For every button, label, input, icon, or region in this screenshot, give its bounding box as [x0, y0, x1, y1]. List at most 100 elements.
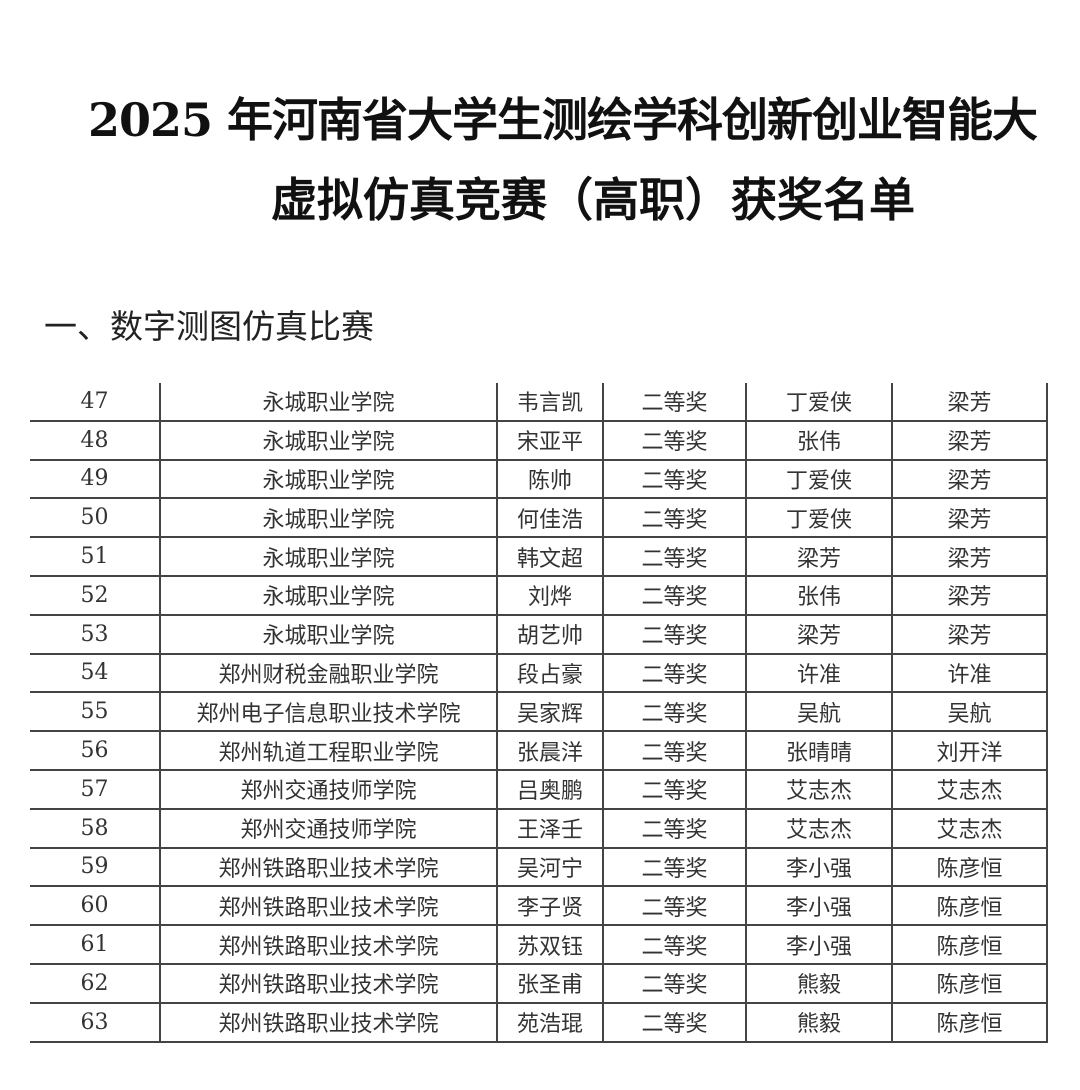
- document-title-line-1: 2025 年河南省大学生测绘学科创新创业智能大: [88, 93, 1038, 147]
- table-row: 59 郑州铁路职业技术学院 吴河宁 二等奖 李小强 陈彦恒: [30, 846, 1048, 888]
- table-row: 62 郑州铁路职业技术学院 张圣甫 二等奖 熊毅 陈彦恒: [30, 962, 1048, 1004]
- instructor-2-cell: 刘开洋: [891, 730, 1048, 771]
- instructor-2-cell: 梁芳: [891, 383, 1048, 422]
- instructor-2-cell: 陈彦恒: [891, 885, 1048, 927]
- award-level-cell: 二等奖: [602, 497, 747, 539]
- school-name-cell: 永城职业学院: [159, 458, 498, 500]
- row-number-cell: 58: [30, 807, 161, 849]
- row-number-cell: 60: [30, 885, 161, 927]
- row-number-cell: 52: [30, 574, 161, 616]
- school-name-cell: 郑州轨道工程职业学院: [159, 730, 498, 771]
- table-row: 49 永城职业学院 陈帅 二等奖 丁爱侠 梁芳: [30, 458, 1048, 500]
- row-number-cell: 53: [30, 613, 161, 655]
- instructor-2-cell: 梁芳: [891, 458, 1048, 500]
- instructor-2-cell: 陈彦恒: [891, 962, 1048, 1004]
- table-row: 58 郑州交通技师学院 王泽壬 二等奖 艾志杰 艾志杰: [30, 807, 1048, 849]
- award-level-cell: 二等奖: [602, 962, 747, 1004]
- table-row: 51 永城职业学院 韩文超 二等奖 梁芳 梁芳: [30, 536, 1048, 577]
- instructor-2-cell: 陈彦恒: [891, 846, 1048, 888]
- award-level-cell: 二等奖: [602, 536, 747, 577]
- award-level-cell: 二等奖: [602, 1001, 747, 1043]
- document-title-line-2: 虚拟仿真竞赛（高职）获奖名单: [271, 173, 915, 227]
- student-name-cell: 陈帅: [496, 458, 604, 500]
- row-number-cell: 57: [30, 768, 161, 810]
- table-row: 47 永城职业学院 韦言凯 二等奖 丁爱侠 梁芳: [30, 383, 1048, 422]
- row-number-cell: 54: [30, 652, 161, 694]
- school-name-cell: 郑州铁路职业技术学院: [159, 924, 498, 965]
- table-row: 50 永城职业学院 何佳浩 二等奖 丁爱侠 梁芳: [30, 497, 1048, 539]
- instructor-1-cell: 张伟: [745, 574, 893, 616]
- instructor-1-cell: 李小强: [745, 885, 893, 927]
- instructor-1-cell: 熊毅: [745, 1001, 893, 1043]
- award-level-cell: 二等奖: [602, 807, 747, 849]
- school-name-cell: 郑州财税金融职业学院: [159, 652, 498, 694]
- student-name-cell: 刘烨: [496, 574, 604, 616]
- table-row: 60 郑州铁路职业技术学院 李子贤 二等奖 李小强 陈彦恒: [30, 885, 1048, 927]
- instructor-1-cell: 张伟: [745, 419, 893, 461]
- instructor-2-cell: 梁芳: [891, 536, 1048, 577]
- school-name-cell: 郑州铁路职业技术学院: [159, 885, 498, 927]
- instructor-2-cell: 陈彦恒: [891, 1001, 1048, 1043]
- instructor-1-cell: 丁爱侠: [745, 458, 893, 500]
- school-name-cell: 永城职业学院: [159, 613, 498, 655]
- table-row: 56 郑州轨道工程职业学院 张晨洋 二等奖 张晴晴 刘开洋: [30, 730, 1048, 771]
- student-name-cell: 吴河宁: [496, 846, 604, 888]
- instructor-2-cell: 吴航: [891, 691, 1048, 733]
- award-level-cell: 二等奖: [602, 383, 747, 422]
- student-name-cell: 宋亚平: [496, 419, 604, 461]
- instructor-2-cell: 梁芳: [891, 419, 1048, 461]
- award-level-cell: 二等奖: [602, 885, 747, 927]
- row-number-cell: 59: [30, 846, 161, 888]
- student-name-cell: 张圣甫: [496, 962, 604, 1004]
- award-level-cell: 二等奖: [602, 730, 747, 771]
- instructor-1-cell: 艾志杰: [745, 768, 893, 810]
- student-name-cell: 吴家辉: [496, 691, 604, 733]
- award-level-cell: 二等奖: [602, 652, 747, 694]
- instructor-2-cell: 陈彦恒: [891, 924, 1048, 965]
- table-row: 52 永城职业学院 刘烨 二等奖 张伟 梁芳: [30, 574, 1048, 616]
- school-name-cell: 郑州电子信息职业技术学院: [159, 691, 498, 733]
- row-number-cell: 48: [30, 419, 161, 461]
- instructor-2-cell: 艾志杰: [891, 807, 1048, 849]
- row-number-cell: 47: [30, 383, 161, 422]
- school-name-cell: 郑州铁路职业技术学院: [159, 846, 498, 888]
- instructor-2-cell: 梁芳: [891, 613, 1048, 655]
- instructor-2-cell: 许准: [891, 652, 1048, 694]
- awards-table: 47 永城职业学院 韦言凯 二等奖 丁爱侠 梁芳 48 永城职业学院 宋亚平 二等奖 张伟 梁芳 49 永…: [30, 383, 1048, 1043]
- row-number-cell: 49: [30, 458, 161, 500]
- student-name-cell: 苏双钰: [496, 924, 604, 965]
- award-level-cell: 二等奖: [602, 419, 747, 461]
- student-name-cell: 韩文超: [496, 536, 604, 577]
- award-level-cell: 二等奖: [602, 846, 747, 888]
- row-number-cell: 51: [30, 536, 161, 577]
- instructor-1-cell: 丁爱侠: [745, 497, 893, 539]
- row-number-cell: 62: [30, 962, 161, 1004]
- instructor-1-cell: 丁爱侠: [745, 383, 893, 422]
- award-level-cell: 二等奖: [602, 691, 747, 733]
- student-name-cell: 段占豪: [496, 652, 604, 694]
- instructor-1-cell: 艾志杰: [745, 807, 893, 849]
- school-name-cell: 永城职业学院: [159, 419, 498, 461]
- table-row: 63 郑州铁路职业技术学院 苑浩琨 二等奖 熊毅 陈彦恒: [30, 1001, 1048, 1043]
- award-level-cell: 二等奖: [602, 458, 747, 500]
- row-number-cell: 63: [30, 1001, 161, 1043]
- student-name-cell: 吕奥鹏: [496, 768, 604, 810]
- award-level-cell: 二等奖: [602, 924, 747, 965]
- student-name-cell: 胡艺帅: [496, 613, 604, 655]
- table-row: 48 永城职业学院 宋亚平 二等奖 张伟 梁芳: [30, 419, 1048, 461]
- instructor-1-cell: 李小强: [745, 924, 893, 965]
- table-row: 57 郑州交通技师学院 吕奥鹏 二等奖 艾志杰 艾志杰: [30, 768, 1048, 810]
- section-heading: 一、数字测图仿真比赛: [44, 307, 374, 346]
- school-name-cell: 郑州交通技师学院: [159, 807, 498, 849]
- instructor-2-cell: 梁芳: [891, 497, 1048, 539]
- instructor-1-cell: 熊毅: [745, 962, 893, 1004]
- school-name-cell: 永城职业学院: [159, 497, 498, 539]
- instructor-1-cell: 李小强: [745, 846, 893, 888]
- student-name-cell: 李子贤: [496, 885, 604, 927]
- instructor-1-cell: 梁芳: [745, 536, 893, 577]
- instructor-1-cell: 张晴晴: [745, 730, 893, 771]
- student-name-cell: 何佳浩: [496, 497, 604, 539]
- row-number-cell: 61: [30, 924, 161, 965]
- table-row: 53 永城职业学院 胡艺帅 二等奖 梁芳 梁芳: [30, 613, 1048, 655]
- school-name-cell: 永城职业学院: [159, 574, 498, 616]
